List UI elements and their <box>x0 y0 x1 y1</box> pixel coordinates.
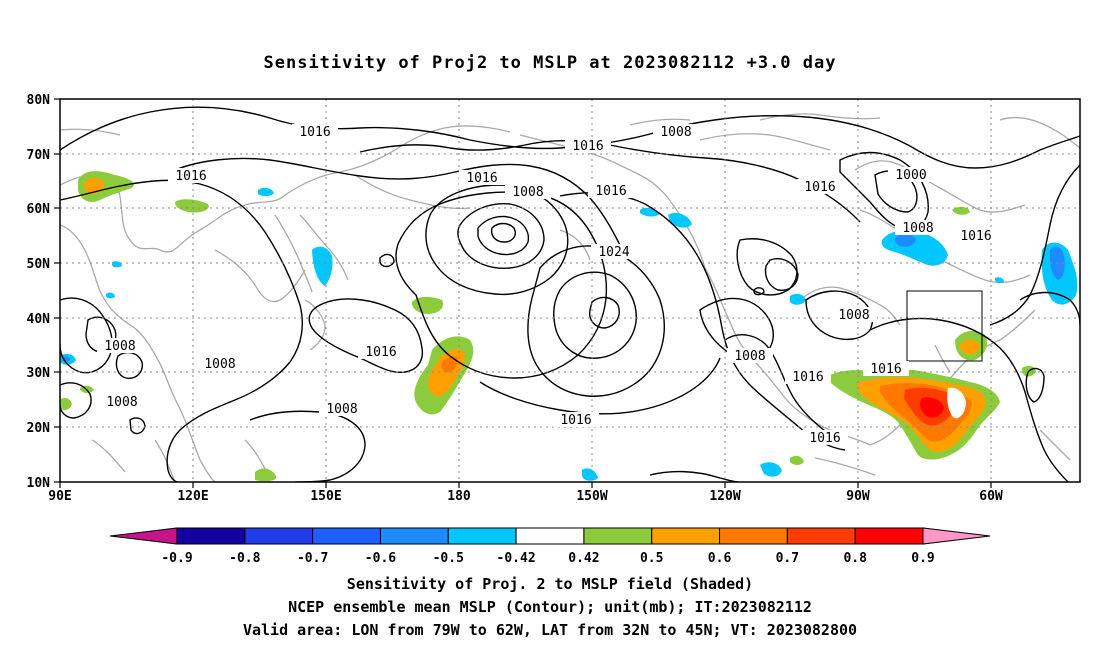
lat-label: 30N <box>27 366 51 381</box>
valid-area-box <box>906 290 983 362</box>
contour-label: 1008 <box>326 402 357 417</box>
colorbar-box <box>583 527 653 545</box>
contour-label: 1008 <box>838 308 869 323</box>
colorbar-label: 0.5 <box>640 551 663 566</box>
colorbar-box <box>176 527 246 545</box>
contour-label: 1016 <box>572 139 603 154</box>
lon-label: 120W <box>709 489 740 504</box>
colorbar-high-triangle <box>922 527 991 545</box>
colorbar-box <box>786 527 856 545</box>
lat-label: 10N <box>27 476 51 491</box>
colorbar-box <box>719 527 788 545</box>
colorbar-label: -0.7 <box>297 551 328 566</box>
colorbar-box <box>651 527 721 545</box>
contour-label: 1008 <box>734 349 765 364</box>
lat-label: 60N <box>27 202 51 217</box>
footer-line-3: Valid area: LON from 79W to 62W, LAT fro… <box>243 621 857 639</box>
map-panel: 1016 1008 1016 1016 1008 1016 1016 1000 … <box>27 93 1081 504</box>
colorbar-label: -0.42 <box>497 551 536 566</box>
contour-label: 1016 <box>809 431 840 446</box>
lat-label: 70N <box>27 148 51 163</box>
colorbar-label: 0.6 <box>708 551 732 566</box>
colorbar-label: 0.7 <box>776 551 799 566</box>
colorbar: -0.9 -0.8 -0.7 -0.6 -0.5 -0.42 0.42 0.5 0.6 0.7 0.… <box>109 527 991 566</box>
contour-label: 1016 <box>792 370 823 385</box>
lon-label: 180 <box>447 489 471 504</box>
contour-label: 1016 <box>870 362 901 377</box>
lat-label: 40N <box>27 312 51 327</box>
contour-label: 1016 <box>960 229 991 244</box>
colorbar-label: 0.8 <box>843 551 867 566</box>
colorbar-box <box>379 527 449 545</box>
colorbar-box <box>312 527 381 545</box>
latitude-labels: 80N 70N 60N 50N 40N 30N 20N 10N <box>27 93 51 491</box>
lat-label: 50N <box>27 257 51 272</box>
contour-label: 1008 <box>204 357 235 372</box>
colorbar-boxes <box>176 527 924 545</box>
contour-label: 1008 <box>106 395 137 410</box>
contour-label: 1016 <box>175 169 206 184</box>
contour-label: 1024 <box>598 245 629 260</box>
footer-line-2: NCEP ensemble mean MSLP (Contour); unit(… <box>288 598 812 616</box>
lon-label: 90E <box>48 489 71 504</box>
lon-label: 60W <box>979 489 1003 504</box>
footer: Sensitivity of Proj. 2 to MSLP field (Sh… <box>243 575 857 639</box>
contour-label: 1008 <box>512 185 543 200</box>
map-frame <box>59 98 1081 483</box>
lon-label: 150E <box>310 489 341 504</box>
contour-label: 1016 <box>466 171 497 186</box>
contour-label: 1016 <box>560 413 591 428</box>
colorbar-label: -0.5 <box>433 551 464 566</box>
contour-label: 1016 <box>365 345 396 360</box>
colorbar-box <box>244 527 314 545</box>
lat-label: 80N <box>27 93 51 108</box>
lon-label: 120E <box>177 489 208 504</box>
colorbar-label: -0.8 <box>229 551 260 566</box>
lon-label: 90W <box>846 489 870 504</box>
colorbar-label: -0.9 <box>161 551 192 566</box>
longitude-labels: 90E 120E 150E 180 150W 120W 90W 60W <box>48 489 1003 504</box>
colorbar-box <box>447 527 517 545</box>
figure-title: Sensitivity of Proj2 to MSLP at 20230821… <box>264 53 837 73</box>
colorbar-low-triangle <box>109 527 178 545</box>
contour-label: 1016 <box>804 180 835 195</box>
contour-label: 1008 <box>660 125 691 140</box>
contour-label: 1016 <box>299 125 330 140</box>
footer-line-1: Sensitivity of Proj. 2 to MSLP field (Sh… <box>347 575 753 593</box>
contour-labels: 1016 1008 1016 1016 1008 1016 1016 1000 … <box>97 124 999 446</box>
colorbar-label: 0.42 <box>568 551 599 566</box>
colorbar-box <box>854 527 924 545</box>
colorbar-label: 0.9 <box>911 551 934 566</box>
contour-label: 1000 <box>895 168 926 183</box>
contour-label: 1008 <box>104 339 135 354</box>
colorbar-labels: -0.9 -0.8 -0.7 -0.6 -0.5 -0.42 0.42 0.5 0.6 0.7 0.… <box>161 551 934 566</box>
colorbar-box <box>515 527 585 545</box>
colorbar-label: -0.6 <box>365 551 396 566</box>
lon-label: 150W <box>576 489 607 504</box>
contour-label: 1008 <box>902 221 933 236</box>
contour-label: 1016 <box>595 184 626 199</box>
axis-ticks <box>54 98 992 488</box>
lat-label: 20N <box>27 421 51 436</box>
